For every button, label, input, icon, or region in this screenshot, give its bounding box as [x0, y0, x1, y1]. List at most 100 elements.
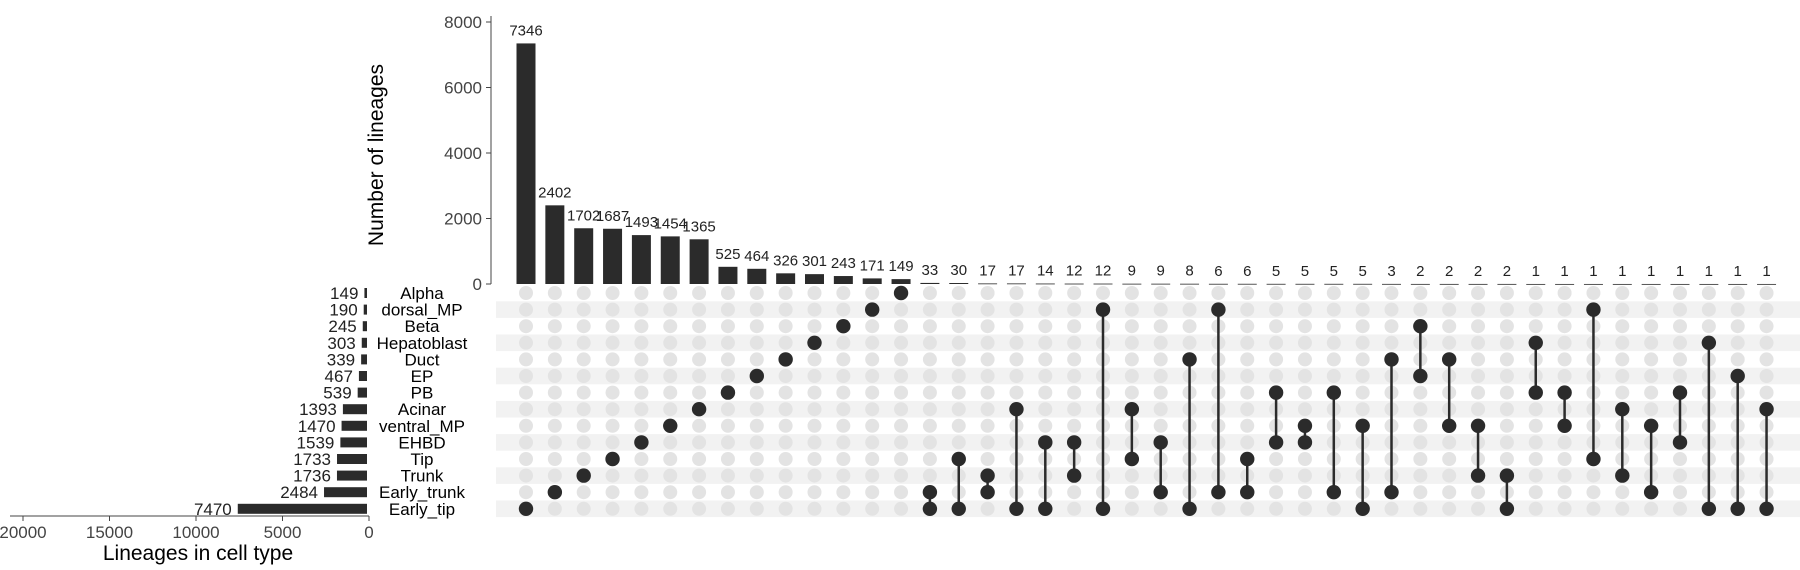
matrix-dot-inactive: [1615, 501, 1630, 516]
matrix-dot-inactive: [1413, 418, 1428, 433]
matrix-dot-inactive: [605, 385, 620, 400]
intersection-bar-label: 1: [1647, 263, 1655, 280]
matrix-dot-active: [1240, 485, 1255, 500]
matrix-dot-inactive: [692, 418, 707, 433]
matrix-dot-active: [1095, 501, 1111, 516]
matrix-dot-inactive: [1413, 485, 1428, 500]
matrix-dot-inactive: [692, 369, 707, 383]
intersection-bar: [1237, 283, 1257, 285]
set-size-axis-label: Lineages in cell type: [103, 542, 293, 565]
intersection-bar: [516, 43, 536, 284]
matrix-dot-inactive: [634, 452, 649, 466]
matrix-dot-inactive: [1240, 352, 1255, 367]
matrix-dot-active: [1730, 501, 1745, 516]
matrix-dot-inactive: [519, 385, 533, 400]
intersection-bar-label: 1687: [596, 208, 629, 225]
matrix-dot-inactive: [576, 286, 591, 300]
matrix-dot-inactive: [749, 319, 764, 334]
matrix-dot-inactive: [778, 319, 793, 334]
intersection-bar: [1612, 283, 1632, 285]
matrix-dot-inactive: [1297, 286, 1312, 300]
matrix-dot-inactive: [1355, 302, 1370, 317]
matrix-dot-active: [720, 385, 736, 400]
matrix-dot-inactive: [778, 501, 793, 516]
matrix-dot-inactive: [1730, 286, 1745, 300]
matrix-dot-inactive: [1240, 335, 1255, 350]
matrix-dot-inactive: [1673, 485, 1687, 500]
matrix-dot-inactive: [663, 468, 678, 483]
matrix-dot-inactive: [1759, 352, 1774, 367]
matrix-dot-active: [1066, 435, 1082, 450]
set-size-label: 1736: [293, 467, 331, 486]
matrix-dot-active: [1413, 368, 1428, 384]
matrix-dot-inactive: [605, 402, 620, 417]
matrix-dot-inactive: [1326, 319, 1341, 334]
matrix-dot-inactive: [1009, 352, 1024, 367]
matrix-dot-inactive: [865, 286, 880, 300]
matrix-dot-inactive: [634, 385, 649, 400]
matrix-dot-inactive: [951, 369, 966, 383]
matrix-dot-inactive: [605, 418, 620, 433]
matrix-dot-active: [1470, 468, 1486, 483]
matrix-dot-inactive: [1067, 319, 1082, 334]
matrix-dot-inactive: [894, 468, 909, 483]
matrix-dot-inactive: [1326, 302, 1341, 317]
matrix-dot-inactive: [980, 352, 995, 367]
matrix-dot-inactive: [1557, 468, 1572, 483]
matrix-dot-inactive: [778, 418, 793, 433]
intersection-bar: [1757, 283, 1777, 285]
matrix-dot-inactive: [692, 385, 707, 400]
matrix-dot-inactive: [1673, 501, 1687, 516]
matrix-dot-inactive: [1471, 286, 1486, 300]
set-name-label: Hepatoblast: [377, 334, 468, 353]
matrix-dot-active: [1672, 435, 1688, 450]
matrix-dot-inactive: [720, 468, 735, 483]
intersection-bar: [1208, 283, 1228, 285]
matrix-dot-inactive: [634, 335, 649, 350]
matrix-dot-active: [1153, 435, 1168, 450]
matrix-dot-inactive: [980, 402, 995, 417]
matrix-dot-inactive: [519, 468, 533, 483]
matrix-dot-inactive: [1644, 402, 1659, 417]
matrix-dot-active: [1586, 451, 1601, 467]
matrix-dot-inactive: [663, 402, 678, 417]
matrix-dot-active: [1038, 501, 1053, 516]
matrix-dot-inactive: [605, 286, 620, 300]
matrix-dot-inactive: [1557, 319, 1572, 334]
matrix-dot-inactive: [922, 369, 937, 383]
matrix-dot-inactive: [547, 302, 562, 317]
intersection-bar: [1526, 283, 1546, 285]
matrix-dot-inactive: [1153, 335, 1168, 350]
intersection-bar-label: 2: [1445, 263, 1453, 280]
matrix-dot-inactive: [1442, 302, 1457, 317]
matrix-dot-inactive: [1067, 485, 1082, 500]
matrix-dot-inactive: [663, 501, 678, 516]
matrix-dot-inactive: [894, 485, 909, 500]
matrix-dot-inactive: [1297, 319, 1312, 334]
matrix-dot-inactive: [1297, 302, 1312, 317]
set-size-label: 7470: [194, 500, 232, 519]
matrix-dot-inactive: [1557, 369, 1572, 383]
matrix-dot-inactive: [894, 402, 909, 417]
matrix-dot-inactive: [1153, 418, 1168, 433]
matrix-dot-inactive: [922, 302, 937, 317]
matrix-dot-inactive: [1326, 286, 1341, 300]
matrix-dot-inactive: [1240, 302, 1255, 317]
matrix-dot-inactive: [778, 435, 793, 450]
matrix-dot-inactive: [1644, 501, 1659, 516]
matrix-dot-active: [951, 501, 966, 516]
intersection-bar: [805, 274, 824, 284]
set-size-bar: [362, 321, 367, 332]
matrix-dot-active: [1211, 485, 1226, 500]
set-size-bar: [342, 404, 367, 415]
intersection-bar: [1583, 283, 1603, 285]
matrix-dot-inactive: [894, 385, 909, 400]
matrix-dot-inactive: [1673, 452, 1687, 466]
set-size-label: 339: [327, 350, 355, 369]
matrix-dot-inactive: [1038, 352, 1053, 367]
matrix-dot-inactive: [720, 319, 735, 334]
matrix-dot-inactive: [1442, 452, 1457, 466]
matrix-dot-inactive: [1557, 485, 1572, 500]
matrix-dot-inactive: [1269, 335, 1284, 350]
matrix-dot-inactive: [1124, 501, 1139, 516]
